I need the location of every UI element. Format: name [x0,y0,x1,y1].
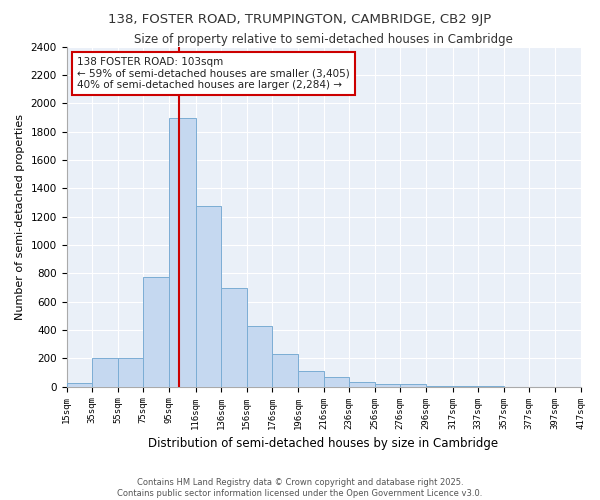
Bar [323,378,349,386]
Bar [221,288,247,386]
Text: 138, FOSTER ROAD, TRUMPINGTON, CAMBRIDGE, CB2 9JP: 138, FOSTER ROAD, TRUMPINGTON, CAMBRIDGE… [109,12,491,26]
Y-axis label: Number of semi-detached properties: Number of semi-detached properties [15,114,25,320]
Text: Contains HM Land Registry data © Crown copyright and database right 2025.
Contai: Contains HM Land Registry data © Crown c… [118,478,482,498]
Text: 138 FOSTER ROAD: 103sqm
← 59% of semi-detached houses are smaller (3,405)
40% of: 138 FOSTER ROAD: 103sqm ← 59% of semi-de… [77,57,350,90]
Bar [143,277,169,386]
Bar [169,118,196,386]
Bar [118,358,143,386]
Bar [374,384,400,386]
Bar [272,354,298,386]
Bar [247,326,272,386]
Bar [349,382,374,386]
X-axis label: Distribution of semi-detached houses by size in Cambridge: Distribution of semi-detached houses by … [148,437,499,450]
Bar [67,383,92,386]
Title: Size of property relative to semi-detached houses in Cambridge: Size of property relative to semi-detach… [134,32,513,46]
Bar [196,206,221,386]
Bar [92,358,118,386]
Bar [400,384,426,386]
Bar [298,371,323,386]
